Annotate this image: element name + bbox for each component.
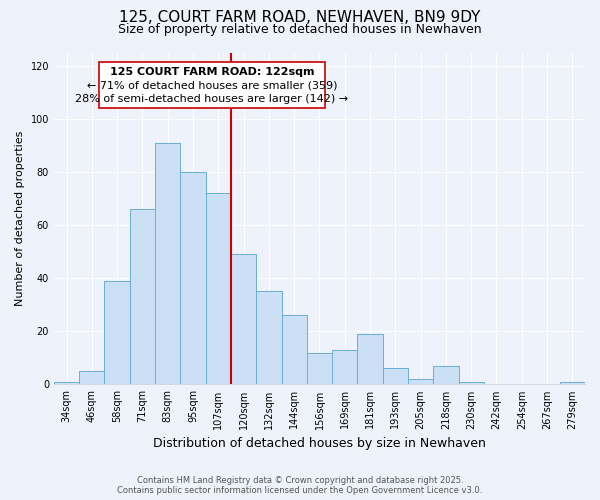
Bar bbox=[79, 371, 104, 384]
Bar bbox=[206, 193, 231, 384]
Bar bbox=[54, 382, 79, 384]
Text: Contains HM Land Registry data © Crown copyright and database right 2025.
Contai: Contains HM Land Registry data © Crown c… bbox=[118, 476, 482, 495]
Bar bbox=[181, 172, 206, 384]
X-axis label: Distribution of detached houses by size in Newhaven: Distribution of detached houses by size … bbox=[153, 437, 486, 450]
Bar bbox=[408, 379, 433, 384]
Bar bbox=[104, 281, 130, 384]
Text: 125, COURT FARM ROAD, NEWHAVEN, BN9 9DY: 125, COURT FARM ROAD, NEWHAVEN, BN9 9DY bbox=[119, 10, 481, 25]
Text: 125 COURT FARM ROAD: 122sqm: 125 COURT FARM ROAD: 122sqm bbox=[110, 67, 314, 77]
Bar bbox=[458, 382, 484, 384]
Bar bbox=[358, 334, 383, 384]
Bar bbox=[560, 382, 585, 384]
Bar bbox=[231, 254, 256, 384]
Text: 28% of semi-detached houses are larger (142) →: 28% of semi-detached houses are larger (… bbox=[76, 94, 349, 104]
Y-axis label: Number of detached properties: Number of detached properties bbox=[15, 131, 25, 306]
Bar bbox=[383, 368, 408, 384]
Bar bbox=[155, 143, 181, 384]
Text: Size of property relative to detached houses in Newhaven: Size of property relative to detached ho… bbox=[118, 22, 482, 36]
FancyBboxPatch shape bbox=[100, 62, 325, 108]
Bar bbox=[281, 316, 307, 384]
Bar bbox=[433, 366, 458, 384]
Text: ← 71% of detached houses are smaller (359): ← 71% of detached houses are smaller (35… bbox=[87, 80, 337, 90]
Bar bbox=[130, 209, 155, 384]
Bar bbox=[307, 352, 332, 384]
Bar bbox=[332, 350, 358, 384]
Bar bbox=[256, 292, 281, 384]
